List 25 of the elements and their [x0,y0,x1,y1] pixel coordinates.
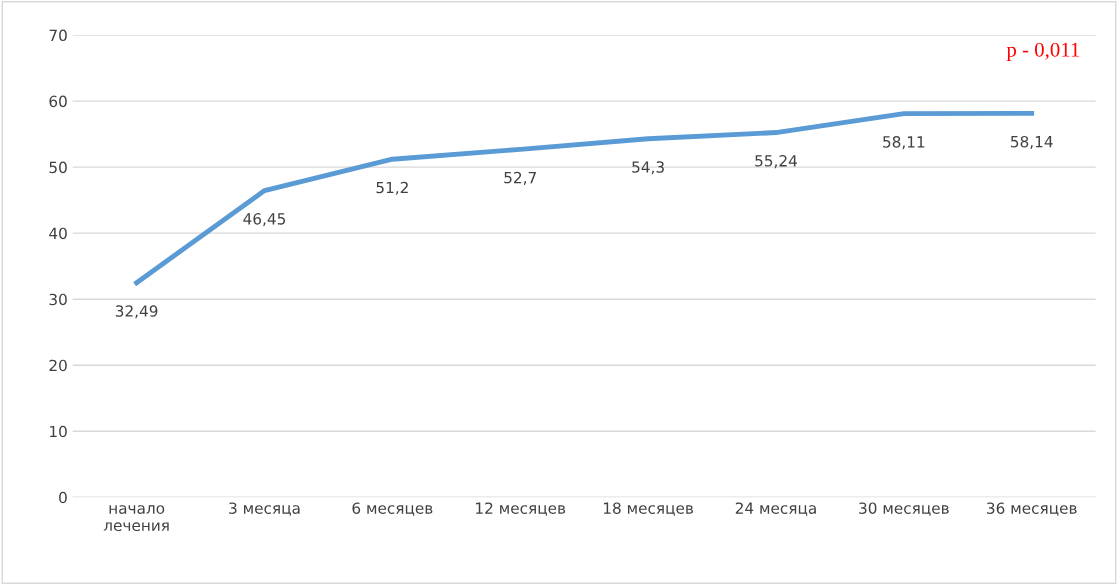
x-tick-label: 18 месяцев [603,502,693,516]
data-label: 32,49 [115,305,158,319]
data-label: 52,7 [504,171,536,185]
y-tick-label: 50 [49,161,67,174]
x-tick-label: 36 месяцев [987,502,1077,516]
x-tick-label: 6 месяцев [352,502,433,516]
data-label: 58,11 [883,136,925,150]
y-tick-label: 0 [59,491,67,504]
x-tick-label: начало лечения [103,505,169,532]
x-tick-label: 12 месяцев [476,502,566,516]
data-label: 51,2 [376,181,408,195]
data-label: 54,3 [632,161,664,175]
data-label: 46,45 [243,213,286,227]
x-tick-label: 24 месяца [735,502,816,516]
x-tick-label: 3 месяца [229,502,300,516]
y-tick-label: 40 [49,227,67,240]
data-label: 55,24 [755,155,797,169]
x-tick-label: 30 месяцев [859,502,949,516]
y-tick-label: 60 [49,95,67,108]
data-label: 58,14 [1011,135,1053,150]
annotation: p - 0,011 [1006,42,1080,61]
y-tick-label: 10 [50,425,67,438]
y-tick-label: 20 [49,359,67,372]
y-tick-label: 70 [49,29,67,42]
y-tick-label: 30 [49,293,67,306]
